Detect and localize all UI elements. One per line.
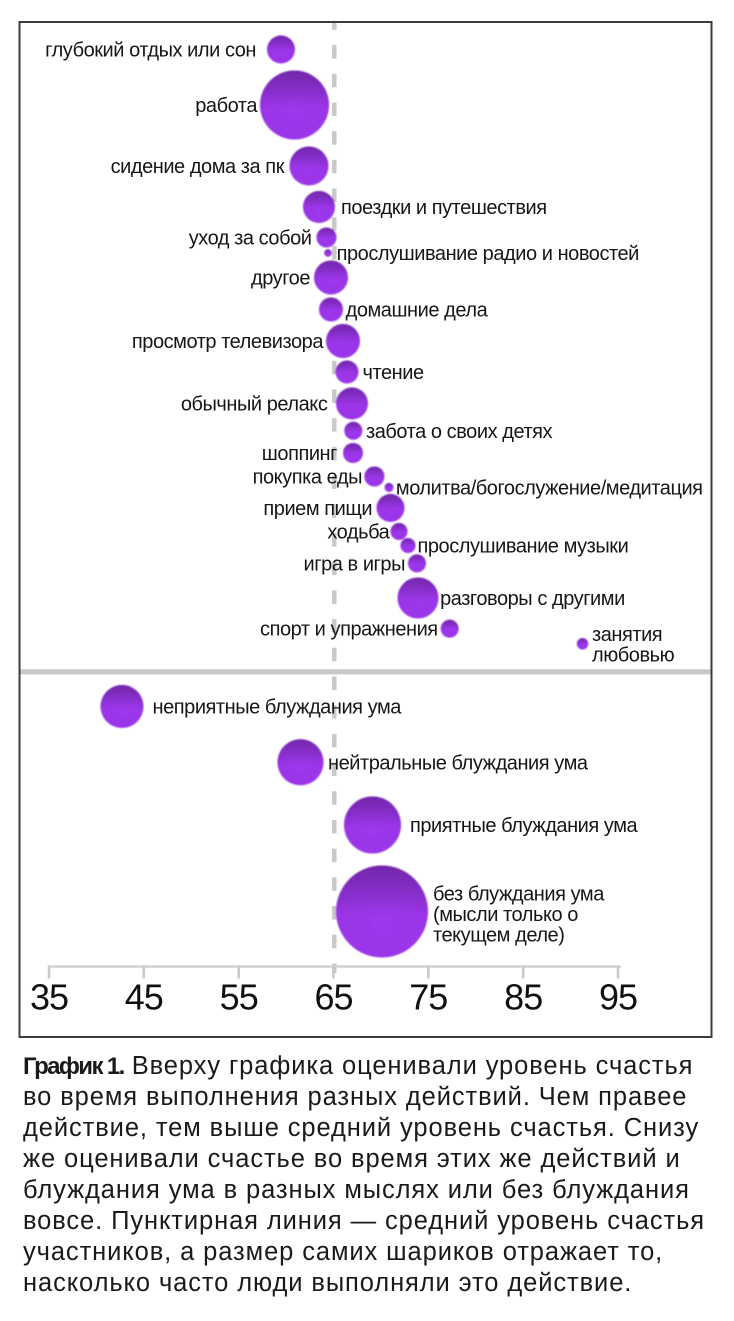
svg-text:85: 85: [504, 977, 542, 1018]
svg-text:другое: другое: [251, 268, 310, 290]
svg-text:прослушивание радио и новостей: прослушивание радио и новостей: [337, 243, 639, 265]
svg-text:чтение: чтение: [363, 362, 424, 384]
svg-text:обычный релакс: обычный релакс: [181, 394, 328, 416]
svg-text:занятия: занятия: [592, 624, 662, 646]
svg-text:35: 35: [30, 977, 68, 1018]
svg-text:прием пищи: прием пищи: [263, 498, 372, 520]
svg-text:прослушивание музыки: прослушивание музыки: [418, 536, 629, 558]
svg-text:игра в игры: игра в игры: [304, 553, 405, 575]
svg-text:забота о своих детях: забота о своих детях: [366, 421, 553, 443]
svg-text:домашние дела: домашние дела: [346, 300, 489, 322]
svg-text:без блуждания ума: без блуждания ума: [433, 884, 605, 906]
svg-text:разговоры с другими: разговоры с другими: [440, 588, 625, 610]
svg-text:любовью: любовью: [592, 645, 675, 667]
svg-text:45: 45: [125, 977, 163, 1018]
svg-text:неприятные блуждания ума: неприятные блуждания ума: [153, 697, 403, 719]
svg-text:текущем деле): текущем деле): [433, 925, 564, 947]
svg-text:55: 55: [220, 977, 258, 1018]
svg-text:работа: работа: [195, 95, 258, 117]
svg-text:глубокий отдых или сон: глубокий отдых или сон: [45, 40, 256, 62]
svg-text:нейтральные блуждания ума: нейтральные блуждания ума: [328, 752, 589, 774]
svg-text:95: 95: [599, 977, 637, 1018]
svg-text:просмотр телевизора: просмотр телевизора: [132, 331, 324, 353]
svg-text:уход за собой: уход за собой: [189, 228, 312, 250]
svg-text:приятные блуждания ума: приятные блуждания ума: [410, 815, 639, 837]
svg-text:(мысли только о: (мысли только о: [433, 904, 578, 926]
svg-text:сидение дома за пк: сидение дома за пк: [111, 156, 285, 178]
svg-text:спорт и упражнения: спорт и упражнения: [260, 619, 438, 641]
svg-text:65: 65: [314, 977, 352, 1018]
svg-text:поездки и путешествия: поездки и путешествия: [341, 197, 547, 219]
svg-text:шоппинг: шоппинг: [262, 443, 337, 465]
svg-text:ходьба: ходьба: [327, 522, 390, 544]
svg-text:покупка еды: покупка еды: [253, 467, 362, 489]
svg-text:75: 75: [409, 977, 447, 1018]
svg-text:молитва/богослужение/медитация: молитва/богослужение/медитация: [396, 478, 703, 500]
